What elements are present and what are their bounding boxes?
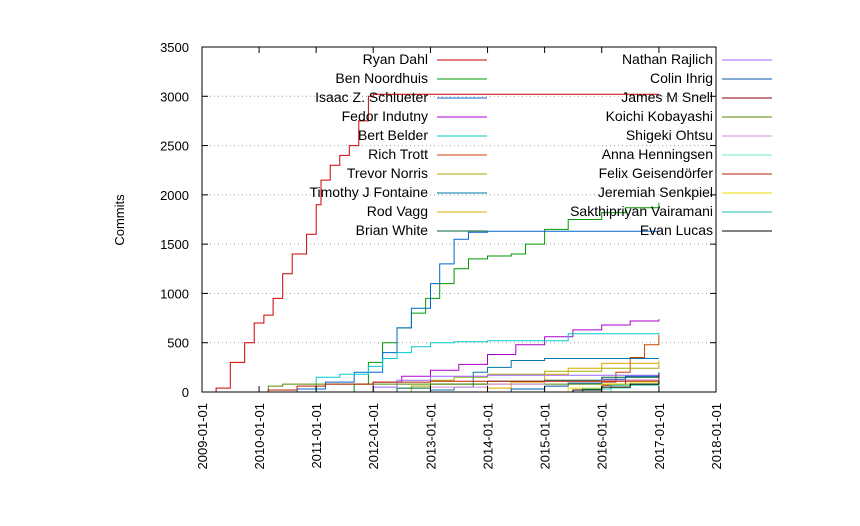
y-tick-label: 0: [182, 385, 189, 400]
series-line: [468, 373, 660, 393]
legend-label: Trevor Norris: [347, 165, 428, 181]
legend-label: Rod Vagg: [367, 203, 428, 219]
plot-area: [202, 47, 716, 392]
legend-label: Timothy J Fontaine: [309, 184, 428, 200]
y-tick-label: 3000: [160, 89, 189, 104]
legend-label: Ben Noordhuis: [335, 70, 428, 86]
series-line: [339, 319, 660, 393]
y-tick-label: 1500: [160, 237, 189, 252]
x-tick-label: 2012-01-01: [366, 403, 381, 470]
x-tick-label: 2016-01-01: [595, 403, 610, 470]
x-tick-label: 2009-01-01: [195, 403, 210, 470]
x-tick-label: 2010-01-01: [252, 403, 267, 470]
y-tick-label: 2500: [160, 139, 189, 154]
y-tick-label: 3500: [160, 40, 189, 55]
series-lines: [211, 93, 660, 393]
x-tick-label: 2015-01-01: [538, 403, 553, 470]
x-tick-label: 2014-01-01: [481, 403, 496, 470]
x-axis: 2009-01-01 2010-01-01 2011-01-01 2012-01-01…: [195, 47, 724, 470]
legend-label: Felix Geisendörfer: [599, 165, 714, 181]
y-tick-label: 500: [167, 336, 189, 351]
series-line: [344, 202, 660, 393]
y-tick-label: 2000: [160, 188, 189, 203]
legend-label: Isaac Z. Schlueter: [315, 89, 428, 105]
legend: Ryan Dahl Ben Noordhuis Isaac Z. Schlueter…: [309, 51, 772, 238]
legend-label: Jeremiah Senkpiel: [598, 184, 713, 200]
series-line: [382, 364, 660, 393]
y-axis: 0 500 1000 1500 2000 2500 3000 3500: [160, 40, 716, 400]
legend-label: Ryan Dahl: [363, 51, 428, 67]
legend-label: Koichi Kobayashi: [606, 108, 713, 124]
x-tick-label: 2011-01-01: [309, 403, 324, 469]
x-tick-label: 2018-01-01: [709, 403, 724, 470]
legend-label: Evan Lucas: [640, 222, 713, 238]
legend-label: Sakthipriyan Vairamani: [570, 203, 713, 219]
legend-label: Colin Ihrig: [650, 70, 713, 86]
y-tick-label: 1000: [160, 286, 189, 301]
x-tick-label: 2017-01-01: [652, 403, 667, 470]
series-line: [268, 230, 659, 393]
legend-label: Rich Trott: [368, 146, 428, 162]
legend-label: Bert Belder: [358, 127, 428, 143]
x-tick-label: 2013-01-01: [423, 403, 438, 470]
grid-lines: [202, 95, 716, 344]
series-line: [397, 358, 659, 393]
legend-label: Fedor Indutny: [342, 108, 428, 124]
series-line: [211, 93, 659, 393]
series-line: [544, 381, 660, 393]
legend-label: Shigeki Ohtsu: [626, 127, 713, 143]
plot-frame: [201, 46, 717, 393]
legend-label: James M Snell: [621, 89, 713, 105]
legend-label: Brian White: [356, 222, 429, 238]
series-line: [306, 332, 660, 393]
legend-label: Nathan Rajlich: [622, 51, 713, 67]
legend-label: Anna Henningsen: [602, 146, 713, 162]
series-line: [254, 380, 659, 393]
y-axis-label: Commits: [112, 194, 127, 246]
